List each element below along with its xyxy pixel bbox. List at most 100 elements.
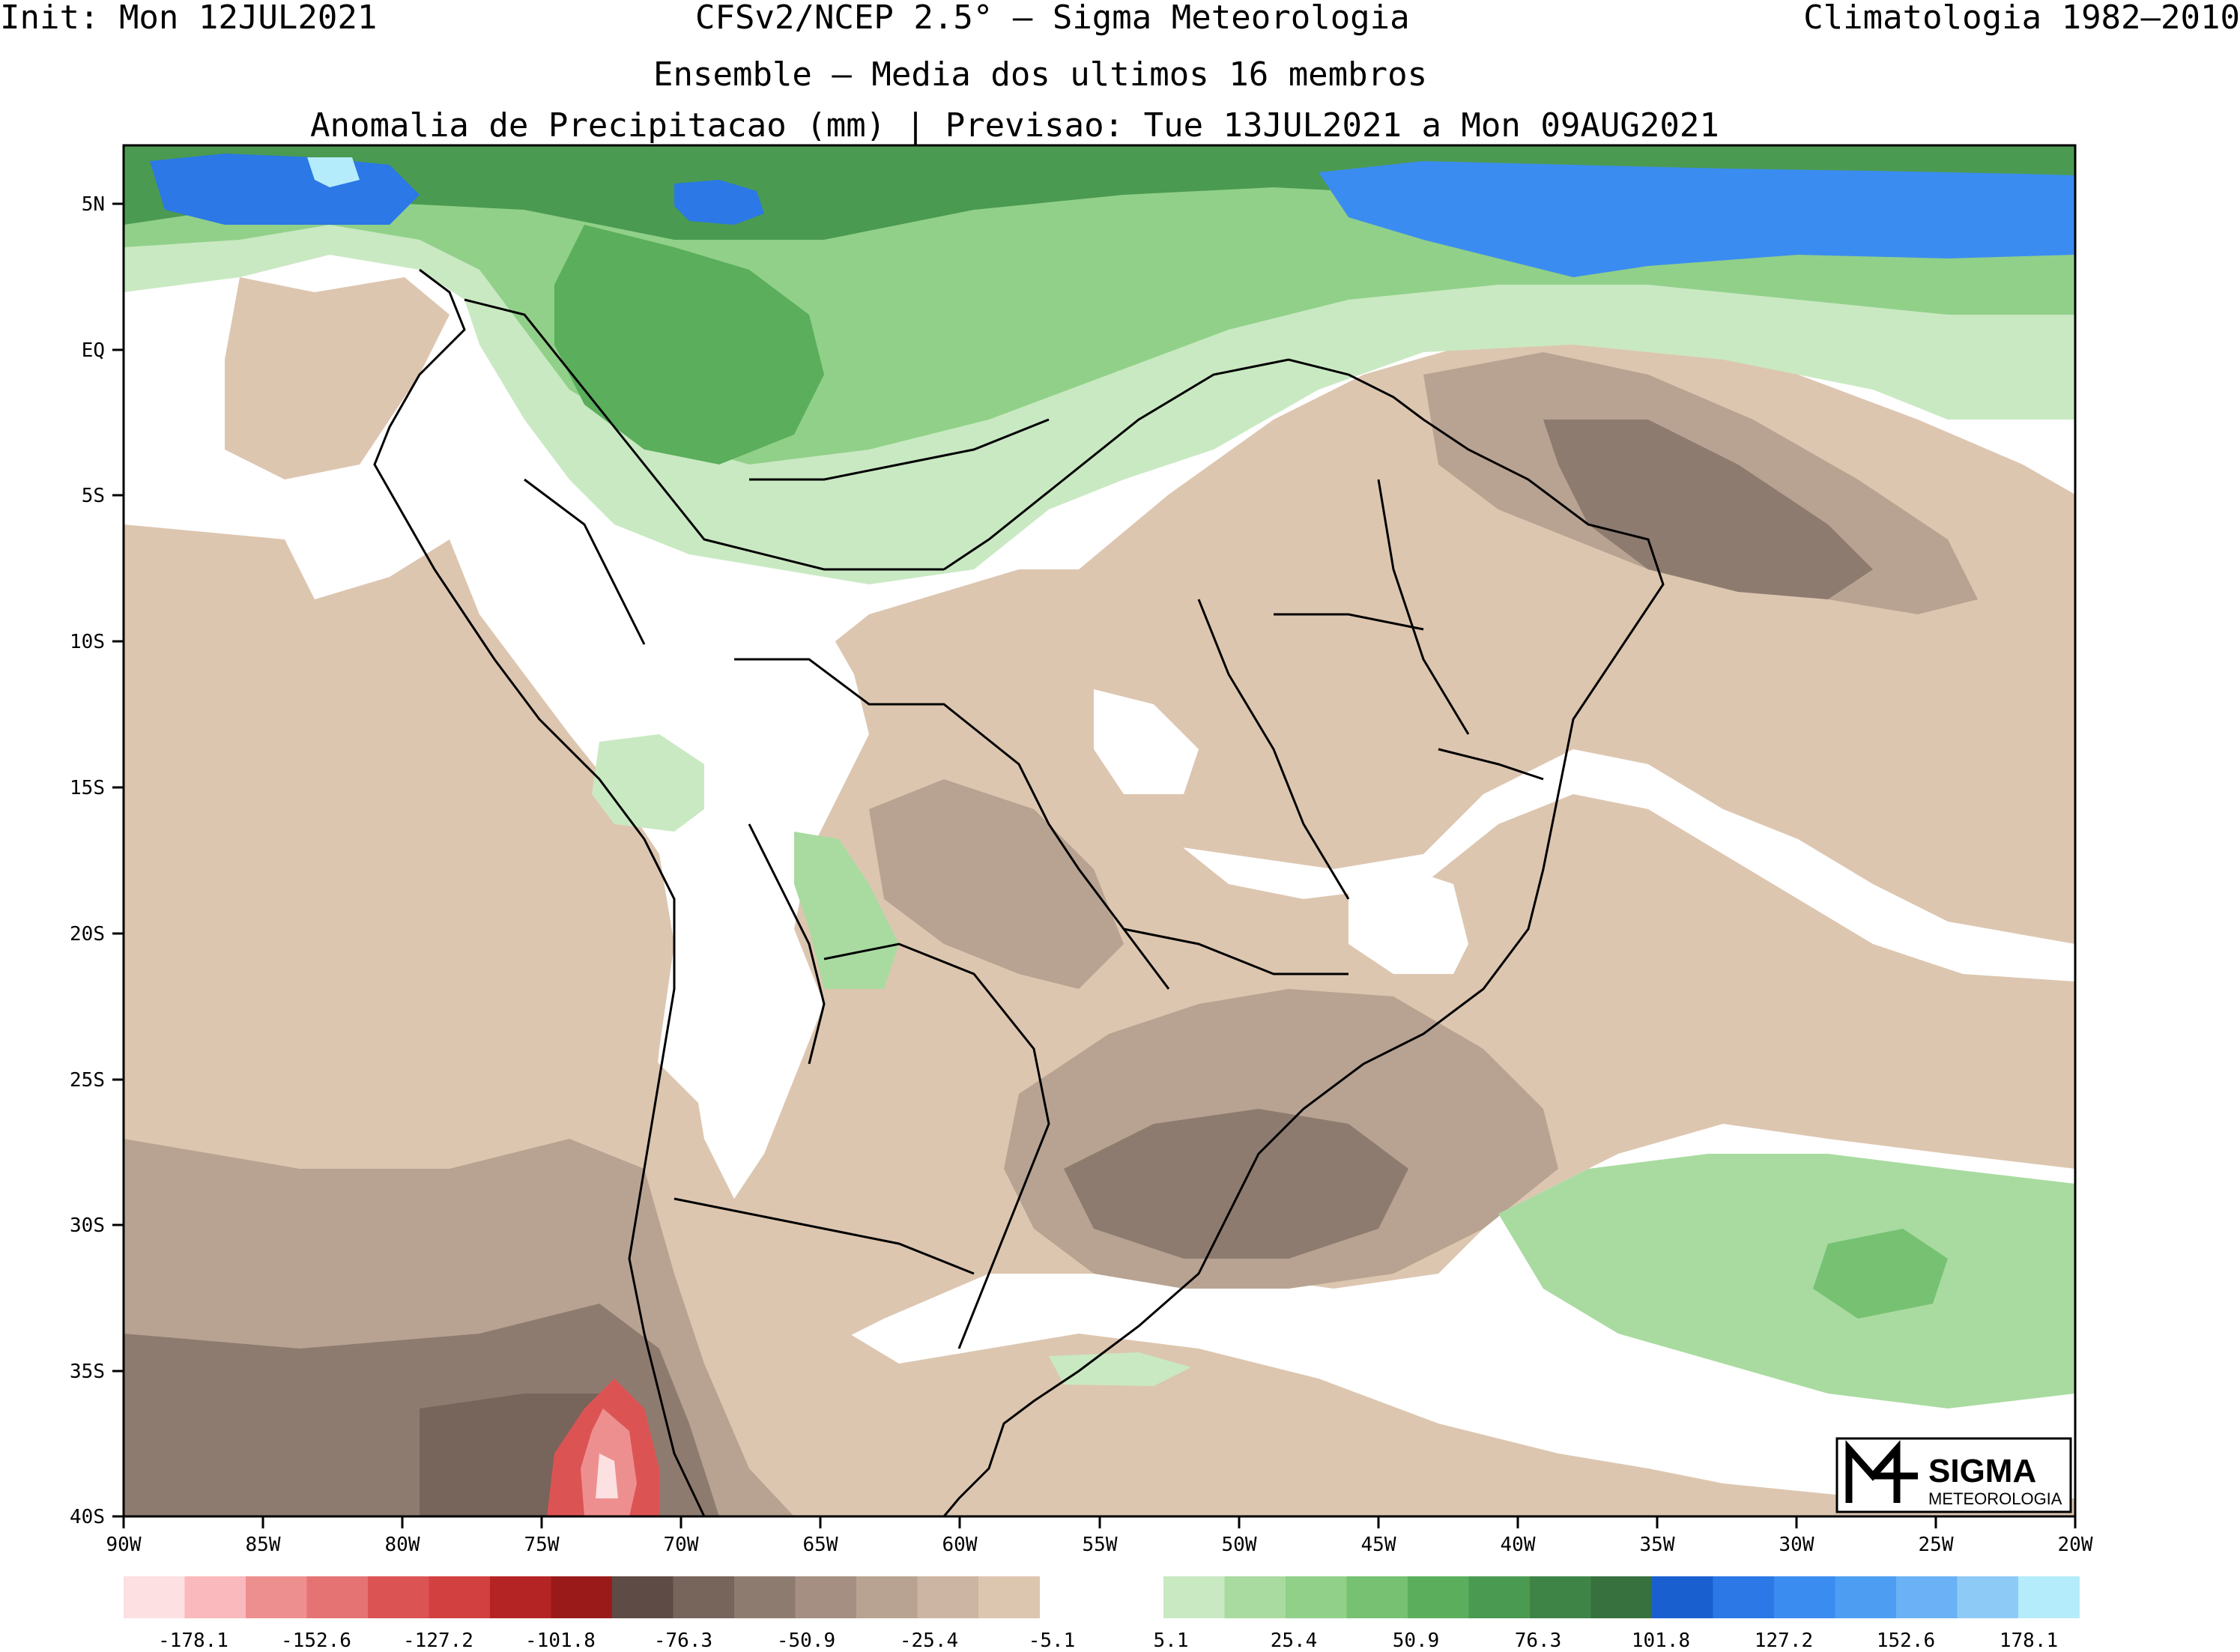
- colorbar-label-6: -25.4: [900, 1630, 958, 1652]
- lon-label-80w: 80W: [385, 1534, 420, 1556]
- variable-subtitle: Anomalia de Precipitacao (mm) | Previsao…: [310, 106, 1719, 145]
- brown-anomaly-dark-ne: [1543, 420, 1873, 599]
- climatology-label: Climatologia 1982–2010: [1803, 0, 2240, 37]
- lat-label-5s: 5S: [82, 485, 105, 507]
- lat-ticks: [112, 202, 124, 1518]
- lat-label-30s: 30S: [70, 1214, 105, 1237]
- colorbar-swatch-negative-7: [551, 1576, 613, 1618]
- logo-line1: SIGMA: [1928, 1453, 2036, 1489]
- colorbar-swatch-positive-4: [1408, 1576, 1469, 1618]
- lat-axis-labels: 5N EQ 5S 10S 15S 20S 25S 30S 35S 40S: [70, 193, 105, 1528]
- south-america-outline: [373, 268, 1665, 1516]
- colorbar-label-8: 5.1: [1154, 1630, 1189, 1652]
- blue-anomaly-amazon: [674, 180, 764, 225]
- colorbar-swatch-positive-9: [1713, 1576, 1775, 1618]
- white-patch-bolivia: [689, 614, 869, 1199]
- colorbar-swatch-negative-5: [429, 1576, 491, 1618]
- lon-label-35w: 35W: [1640, 1534, 1675, 1556]
- green-anomaly-south-atlantic: [1498, 1154, 2075, 1409]
- lat-label-10s: 10S: [70, 631, 105, 653]
- colorbar-swatch-positive-5: [1468, 1576, 1531, 1618]
- colorbar-negative: [124, 1576, 1040, 1618]
- lon-ticks: [122, 1516, 2077, 1528]
- lat-label-35s: 35S: [70, 1361, 105, 1383]
- lon-label-50w: 50W: [1222, 1534, 1257, 1556]
- green-anomaly-uruguay: [1049, 1352, 1191, 1386]
- colorbar-labels: -178.1 -152.6 -127.2 -101.8 -76.3 -50.9 -25.4 -…: [158, 1630, 2058, 1652]
- colorbar-swatch-positive-1: [1224, 1576, 1286, 1618]
- colorbar-swatch-negative-9: [673, 1576, 735, 1618]
- lon-label-70w: 70W: [664, 1534, 699, 1556]
- brown-anomaly-dark-se: [1064, 1109, 1408, 1259]
- colorbar-label-0: -178.1: [158, 1630, 228, 1652]
- white-patch-central-brazil: [1094, 689, 1199, 794]
- colorbar-swatch-positive-2: [1286, 1576, 1347, 1618]
- colorbar-label-3: -101.8: [525, 1630, 596, 1652]
- colorbar-label-9: 25.4: [1271, 1630, 1318, 1652]
- colorbar-swatch-positive-10: [1774, 1576, 1835, 1618]
- colorbar-label-5: -50.9: [777, 1630, 835, 1652]
- colorbar-label-4: -76.3: [654, 1630, 712, 1652]
- colorbar-swatch-positive-8: [1652, 1576, 1713, 1618]
- colorbar-swatch-negative-6: [490, 1576, 551, 1618]
- brown-anomaly-medium-central: [869, 779, 1124, 989]
- colorbar-label-1: -152.6: [281, 1630, 351, 1652]
- colorbar-swatch-positive-13: [1957, 1576, 2019, 1618]
- colorbar-swatch-negative-8: [612, 1576, 673, 1618]
- lon-axis-labels: 90W 85W 80W 75W 70W 65W 60W 55W 50W 45W …: [106, 1534, 2093, 1556]
- colorbar-label-11: 76.3: [1515, 1630, 1562, 1652]
- lon-label-85w: 85W: [246, 1534, 281, 1556]
- green-anomaly-south-atlantic-core: [1813, 1229, 1948, 1319]
- colorbar-label-15: 178.1: [2000, 1630, 2058, 1652]
- lon-label-30w: 30W: [1779, 1534, 1814, 1556]
- lon-label-55w: 55W: [1083, 1534, 1118, 1556]
- sigma-m-mark: [1845, 1440, 1918, 1503]
- lat-label-25s: 25S: [70, 1069, 105, 1092]
- colorbar-swatch-positive-6: [1530, 1576, 1591, 1618]
- model-title: CFSv2/NCEP 2.5° – Sigma Meteorologia: [695, 0, 1410, 37]
- lat-label-15s: 15S: [70, 777, 105, 799]
- colorbar-swatch-positive-7: [1590, 1576, 1653, 1618]
- lat-label-eq: EQ: [82, 339, 105, 362]
- colorbar-swatch-negative-0: [124, 1576, 185, 1618]
- colorbar-swatch-negative-1: [184, 1576, 246, 1618]
- colorbar-swatch-negative-2: [246, 1576, 307, 1618]
- colorbar-positive: [1163, 1576, 2080, 1618]
- colorbar-swatch-positive-3: [1346, 1576, 1408, 1618]
- sigma-logo: SIGMA METEOROLOGIA: [1835, 1437, 2072, 1513]
- colorbar-swatch-positive-12: [1896, 1576, 1958, 1618]
- lon-label-25w: 25W: [1919, 1534, 1954, 1556]
- lat-label-40s: 40S: [70, 1506, 105, 1528]
- colorbar-swatch-negative-14: [978, 1576, 1040, 1618]
- blue-anomaly-atlantic: [1319, 161, 2075, 277]
- colorbar-swatch-negative-13: [917, 1576, 979, 1618]
- lon-label-45w: 45W: [1361, 1534, 1396, 1556]
- blue-anomaly-pacific: [150, 154, 420, 225]
- colorbar-label-2: -127.2: [403, 1630, 473, 1652]
- anomaly-field: [124, 145, 2075, 1516]
- colorbar-label-10: 50.9: [1393, 1630, 1440, 1652]
- colorbar-label-13: 127.2: [1755, 1630, 1813, 1652]
- lon-label-75w: 75W: [524, 1534, 560, 1556]
- green-anomaly-amazon: [554, 225, 824, 465]
- colorbar-label-14: 152.6: [1877, 1630, 1935, 1652]
- blue-anomaly-pacific-light: [307, 157, 360, 187]
- brown-anomaly-nw: [225, 277, 449, 479]
- lon-label-40w: 40W: [1501, 1534, 1536, 1556]
- lat-label-5n: 5N: [82, 193, 105, 216]
- lat-label-20s: 20S: [70, 923, 105, 945]
- colorbar-swatch-positive-0: [1163, 1576, 1225, 1618]
- ensemble-subtitle: Ensemble – Media dos ultimos 16 membros: [653, 55, 1428, 94]
- colorbar-label-12: 101.8: [1632, 1630, 1690, 1652]
- colorbar-swatch-negative-10: [734, 1576, 796, 1618]
- logo-line2: METEOROLOGIA: [1928, 1489, 2062, 1508]
- lon-label-20w: 20W: [2058, 1534, 2093, 1556]
- red-anomaly-patagonia-center: [596, 1453, 618, 1498]
- colorbar-swatch-negative-4: [368, 1576, 429, 1618]
- colorbar-swatch-negative-12: [856, 1576, 918, 1618]
- colorbar-swatch-negative-3: [306, 1576, 369, 1618]
- colorbar-swatch-negative-11: [795, 1576, 857, 1618]
- brown-anomaly-south: [644, 1049, 2075, 1516]
- init-label: Init: Mon 12JUL2021: [0, 0, 378, 37]
